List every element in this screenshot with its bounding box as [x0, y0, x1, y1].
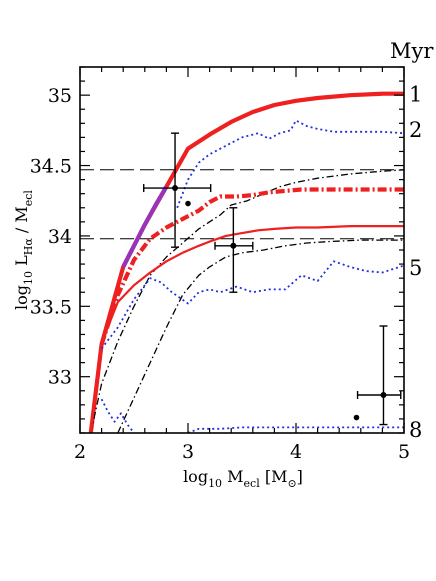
x-title-m-sub: ecl: [244, 477, 261, 490]
x-title-log-sub: 10: [208, 477, 222, 490]
y-title-log: log: [12, 285, 31, 310]
x-tick-label: 2: [74, 441, 86, 463]
y-title-l: L: [12, 255, 31, 271]
observation-point: [380, 391, 387, 398]
y-axis-title: log10 LHα / Mecl: [12, 190, 35, 310]
y-tick-label: 33: [48, 367, 72, 389]
x-tick-label: 4: [290, 441, 302, 463]
unit-label: Myr: [390, 39, 434, 63]
y-tick-label: 34: [48, 226, 72, 248]
y-tick-label: 34.5: [30, 156, 72, 178]
x-title-unit-sub: ⊙: [287, 477, 296, 490]
x-title-unit-end: ]: [297, 467, 303, 486]
age-label-2: 2: [409, 118, 422, 142]
observation-1: [214, 207, 254, 293]
x-title-log: log: [183, 467, 208, 486]
series-red-dashdot-thick: [99, 187, 404, 345]
extra-point-1: [353, 414, 360, 421]
age-label-8: 8: [409, 418, 422, 442]
y-title-div: / M: [12, 206, 31, 238]
x-title-m: M: [222, 467, 243, 486]
reference-lines: [80, 169, 404, 240]
y-tick-label: 33.5: [30, 296, 72, 318]
observation-point: [230, 242, 237, 249]
observation-0: [143, 132, 212, 248]
series-black-dashdot-lower: [117, 239, 404, 433]
extra-point-0: [185, 200, 191, 207]
plot-frame: [79, 66, 405, 434]
series-black-dashdot-upper: [90, 169, 404, 433]
series-red-thin: [89, 225, 404, 433]
y-tick-label: 35: [48, 85, 72, 107]
age-label-5: 5: [409, 256, 422, 280]
age-label-1: 1: [409, 83, 422, 107]
series-layer: [88, 91, 404, 433]
age-labels: 1 2 5 8: [409, 83, 422, 442]
y-title-log-sub: 10: [22, 271, 35, 285]
observation-layer: [143, 132, 402, 426]
series-blue-dotted-floor: [187, 426, 404, 433]
series-purple-thick: [121, 185, 169, 268]
y-title-div-sub: ecl: [22, 190, 35, 207]
axis-ticks: [79, 66, 405, 434]
x-tick-label: 3: [182, 441, 194, 463]
observation-point: [172, 185, 179, 192]
x-title-unit: [M: [260, 467, 288, 486]
series-blue-dotted-upper: [176, 119, 404, 209]
series-blue-dotted-bottom: [100, 398, 135, 433]
observation-2: [356, 325, 402, 426]
series-red-thick: [88, 91, 404, 433]
x-tick-label: 5: [398, 441, 410, 463]
series-blue-dotted-middle: [100, 260, 404, 350]
x-axis-title: log10 Mecl [M⊙]: [183, 467, 303, 490]
y-title-l-sub: Hα: [22, 238, 35, 256]
